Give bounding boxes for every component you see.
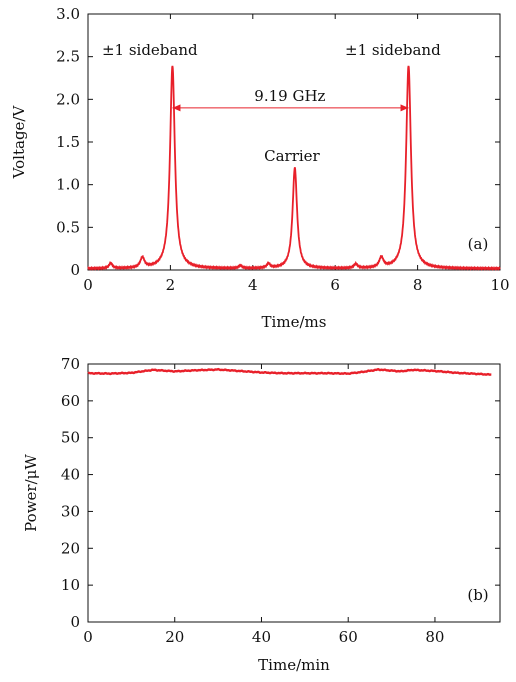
- panel-b-ticks: 0 20 40 60 80 0 10 20 30 40 50 60 70: [61, 355, 500, 646]
- panel-a-annotations: ±1 sideband ±1 sideband Carrier 9.19 GHz: [102, 41, 441, 165]
- panel-a-y-tick-label: 1.0: [56, 176, 80, 194]
- panel-a-x-tick-label: 6: [330, 276, 340, 294]
- panel-b-y-tick-label: 60: [61, 392, 80, 410]
- panel-a-y-axis-label: Voltage/V: [10, 105, 28, 180]
- panel-b-power-chart: 0 20 40 60 80 0 10 20 30 40 50 60 70 Time/min Power/…: [22, 355, 501, 674]
- panel-a-x-tick-label: 2: [166, 276, 176, 294]
- panel-a-y-tick-label: 2.5: [56, 48, 80, 66]
- panel-a-annotation: ±1 sideband: [345, 41, 441, 59]
- panel-a-x-tick-label: 0: [83, 276, 93, 294]
- panel-b-y-tick-label: 10: [61, 576, 80, 594]
- panel-b-y-tick-label: 0: [70, 613, 80, 631]
- panel-b-y-tick-label: 30: [61, 502, 80, 520]
- panel-a-x-tick-label: 8: [413, 276, 423, 294]
- panel-a-y-tick-label: 1.5: [56, 133, 80, 151]
- panel-b-y-tick-label: 70: [61, 355, 80, 373]
- panel-b-x-axis-label: Time/min: [258, 656, 330, 674]
- panel-a-annotation: 9.19 GHz: [254, 87, 325, 105]
- panel-a-annotation: ±1 sideband: [102, 41, 198, 59]
- panel-b-y-tick-label: 40: [61, 466, 80, 484]
- panel-b-label: (b): [467, 586, 488, 604]
- panel-a-x-axis-label: Time/ms: [262, 313, 327, 331]
- panel-b-x-tick-label: 80: [425, 628, 444, 646]
- panel-b-x-tick-label: 60: [339, 628, 358, 646]
- panel-b-frame: [87, 363, 501, 623]
- panel-a-arrow-head-right: [400, 104, 409, 112]
- panel-a-y-tick-label: 0: [70, 261, 80, 279]
- panel-a-y-tick-label: 0.5: [56, 218, 80, 236]
- panel-b-y-tick-label: 20: [61, 539, 80, 557]
- panel-b-y-tick-label: 50: [61, 429, 80, 447]
- panel-b-x-tick-label: 0: [83, 628, 93, 646]
- panel-a-label: (a): [468, 235, 489, 253]
- panel-a-y-tick-label: 2.0: [56, 90, 80, 108]
- panel-b-x-tick-label: 20: [165, 628, 184, 646]
- panel-b-y-axis-label: Power/μW: [22, 454, 40, 532]
- panel-b-power-trace: [87, 367, 492, 376]
- panel-a-arrow-head-left: [172, 104, 181, 112]
- panel-b-x-tick-label: 40: [252, 628, 271, 646]
- panel-a-voltage-trace: [87, 65, 501, 271]
- panel-a-ticks: 0 2 4 6 8 10 0 0.5 1.0 1.5 2.0 2.5 3.0: [56, 5, 509, 294]
- panel-a-x-tick-label: 10: [490, 276, 509, 294]
- panel-a-annotation: Carrier: [264, 147, 320, 165]
- panel-a-x-tick-label: 4: [248, 276, 258, 294]
- panel-a-y-tick-label: 3.0: [56, 5, 80, 23]
